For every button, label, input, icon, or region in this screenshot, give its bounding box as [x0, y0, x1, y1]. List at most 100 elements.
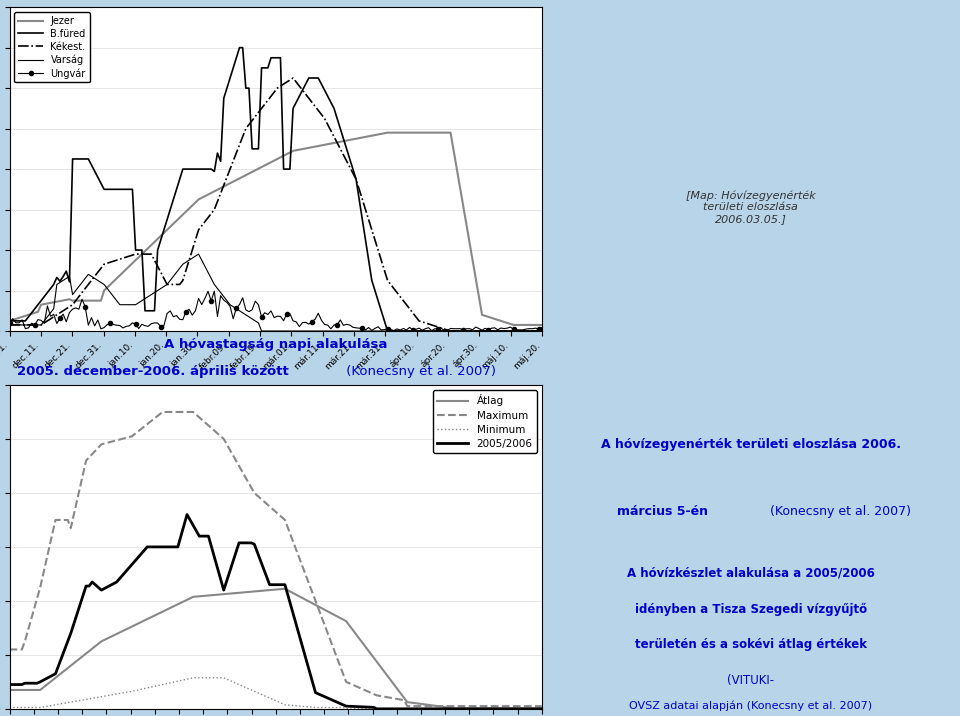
Maximum — [47, 529, 59, 538]
Átlag — [47, 676, 59, 684]
Ungvár — [80, 302, 91, 311]
Ungvár — [4, 319, 15, 327]
Text: március 5-én: március 5-én — [617, 505, 708, 518]
Kékest. — [262, 96, 274, 105]
B.füred — [486, 326, 497, 335]
Varság — [255, 326, 267, 335]
Jezer — [284, 148, 296, 157]
Text: A hóvastagság napi alakulása: A hóvastagság napi alakulása — [164, 338, 388, 351]
Minimum — [341, 705, 352, 713]
2005/2006 — [404, 705, 416, 713]
B.füred — [287, 104, 299, 112]
Kékest. — [80, 284, 91, 293]
Legend: Átlag, Maximum, Minimum, 2005/2006: Átlag, Maximum, Minimum, 2005/2006 — [433, 390, 537, 453]
Átlag — [156, 607, 168, 616]
Minimum — [359, 705, 371, 713]
2005/2006 — [194, 532, 205, 541]
Maximum — [355, 684, 367, 693]
Kékest. — [486, 326, 497, 335]
Varság — [80, 274, 91, 283]
Kékest. — [259, 100, 271, 109]
2005/2006 — [460, 705, 471, 713]
Jezer — [483, 313, 494, 321]
Text: A hóvízegyenérték területi eloszlása 2006.: A hóvízegyenérték területi eloszlása 200… — [601, 438, 900, 451]
Ungvár — [426, 326, 438, 335]
Kékest. — [284, 76, 296, 84]
Maximum — [4, 645, 15, 654]
Maximum — [460, 702, 471, 710]
Minimum — [404, 705, 416, 713]
Text: területén és a sokévi átlag értékek: területén és a sokévi átlag értékek — [635, 639, 867, 652]
Kékest. — [203, 213, 214, 222]
Ungvár — [208, 287, 220, 296]
2005/2006 — [371, 705, 382, 713]
2005/2006 — [4, 680, 15, 689]
Ungvár — [203, 287, 214, 296]
Ungvár — [536, 323, 547, 332]
Line: Ungvár: Ungvár — [10, 291, 541, 331]
Átlag — [190, 592, 202, 601]
Text: A hóvízkészlet alakulása a 2005/2006: A hóvízkészlet alakulása a 2005/2006 — [627, 566, 875, 579]
Maximum — [536, 702, 547, 710]
Line: Varság: Varság — [10, 254, 541, 331]
2005/2006 — [47, 671, 59, 679]
Ungvár — [486, 324, 497, 332]
Varság — [193, 250, 204, 258]
Jezer — [508, 321, 519, 329]
Ungvár — [262, 310, 274, 319]
2005/2006 — [181, 511, 193, 519]
B.füred — [233, 44, 245, 52]
2005/2006 — [355, 702, 367, 711]
Átlag — [401, 698, 413, 707]
Minimum — [194, 674, 205, 682]
Jezer — [4, 316, 15, 325]
Varság — [269, 326, 280, 335]
Text: [Map: Hóvízegyenérték
területi eloszlása
2006.03.05.]: [Map: Hóvízegyenérték területi eloszlása… — [686, 190, 816, 224]
Ungvár — [265, 306, 276, 315]
Minimum — [187, 674, 199, 682]
B.füred — [265, 54, 276, 62]
Line: B.füred: B.füred — [10, 48, 541, 331]
Line: Maximum: Maximum — [10, 412, 541, 706]
Line: Kékest.: Kékest. — [10, 78, 541, 331]
Minimum — [4, 703, 15, 712]
Jezer — [203, 190, 214, 199]
Text: OVSZ adatai alapján (Konecsny et al. 2007): OVSZ adatai alapján (Konecsny et al. 200… — [629, 700, 873, 711]
Text: (Konecsny et al. 2007): (Konecsny et al. 2007) — [343, 365, 496, 378]
B.füred — [203, 165, 214, 173]
Jezer — [80, 296, 91, 305]
Kékest. — [4, 321, 15, 329]
Jezer — [536, 321, 547, 329]
2005/2006 — [536, 705, 547, 713]
Jezer — [259, 161, 271, 170]
Jezer — [262, 160, 274, 168]
Átlag — [447, 704, 459, 712]
B.füred — [382, 326, 394, 335]
Maximum — [160, 407, 172, 416]
Maximum — [156, 407, 168, 416]
Átlag — [536, 704, 547, 712]
Text: (Konecsny et al. 2007): (Konecsny et al. 2007) — [766, 505, 911, 518]
Line: Minimum: Minimum — [10, 678, 541, 709]
Kékest. — [444, 326, 456, 335]
B.füred — [80, 155, 91, 163]
Átlag — [279, 584, 291, 593]
Maximum — [401, 702, 413, 710]
Text: (VITUKI-: (VITUKI- — [728, 674, 775, 687]
Varság — [536, 326, 547, 335]
Line: 2005/2006: 2005/2006 — [10, 515, 541, 709]
Átlag — [460, 704, 471, 712]
Legend: Jezer, B.füred, Kékest., Varság, Ungvár: Jezer, B.füred, Kékest., Varság, Ungvár — [14, 12, 89, 82]
Varság — [265, 326, 276, 335]
Kékest. — [287, 74, 299, 82]
Átlag — [4, 686, 15, 695]
Minimum — [47, 701, 59, 710]
Minimum — [536, 705, 547, 713]
Maximum — [194, 413, 205, 422]
Varság — [486, 326, 497, 335]
Varság — [205, 274, 217, 283]
Minimum — [156, 680, 168, 689]
Átlag — [355, 637, 367, 646]
Line: Jezer: Jezer — [10, 132, 541, 325]
B.füred — [536, 326, 547, 335]
